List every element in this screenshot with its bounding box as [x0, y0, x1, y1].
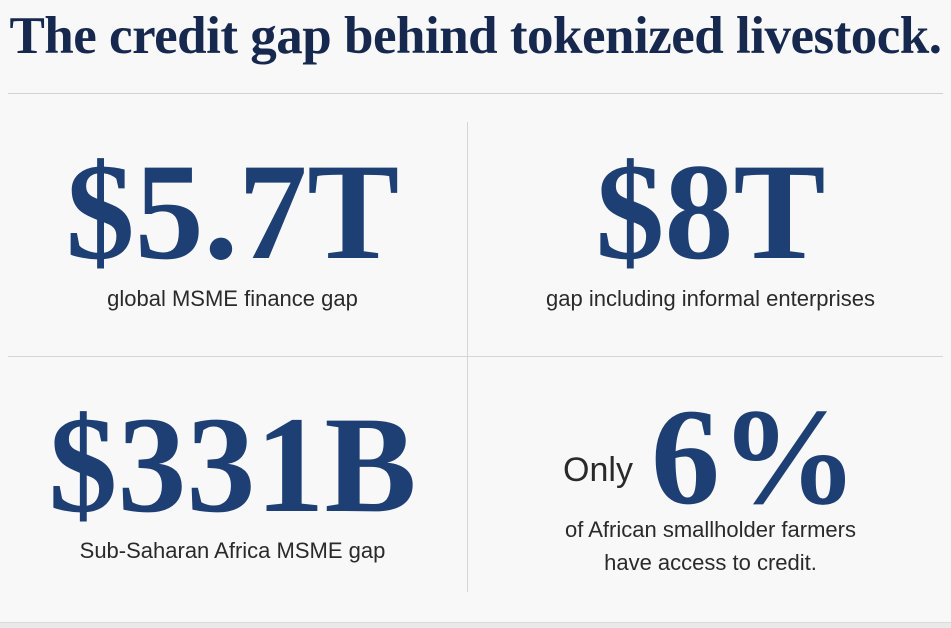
stat-credit-access-prefix: Only [563, 451, 633, 489]
stat-informal-gap-value: $8T [595, 135, 826, 288]
stat-informal-gap-label: gap including informal enterprises [546, 286, 875, 311]
stat-ssa-gap-value: $331B [48, 388, 417, 541]
stat-msme-gap-value: $5.7T [65, 135, 400, 288]
page-title: The credit gap behind tokenized livestoc… [9, 7, 942, 65]
bottom-border [0, 622, 951, 628]
grid-divider-vertical [467, 122, 468, 592]
title-divider [8, 93, 943, 94]
stat-credit-access: Only 6% [478, 388, 943, 526]
stat-credit-access-value: 6% [650, 380, 858, 533]
stat-credit-access-label-line1: of African smallholder farmers [565, 517, 856, 542]
stat-credit-access-label-line2: have access to credit. [604, 550, 817, 575]
stat-msme-gap-label: global MSME finance gap [107, 286, 358, 311]
stat-ssa-gap-label: Sub-Saharan Africa MSME gap [79, 538, 386, 563]
grid-divider-horizontal [8, 356, 943, 357]
